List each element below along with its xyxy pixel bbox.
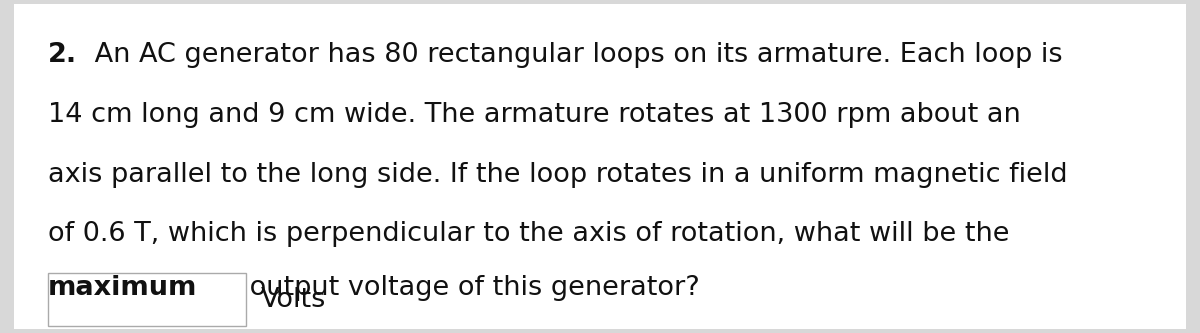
Text: maximum: maximum (48, 275, 197, 301)
Text: of 0.6 T, which is perpendicular to the axis of rotation, what will be the: of 0.6 T, which is perpendicular to the … (48, 221, 1009, 247)
Text: 14 cm long and 9 cm wide. The armature rotates at 1300 rpm about an: 14 cm long and 9 cm wide. The armature r… (48, 102, 1021, 128)
Text: An AC generator has 80 rectangular loops on its armature. Each loop is: An AC generator has 80 rectangular loops… (85, 42, 1062, 68)
Text: Volts: Volts (260, 287, 325, 313)
Text: axis parallel to the long side. If the loop rotates in a uniform magnetic field: axis parallel to the long side. If the l… (48, 162, 1068, 187)
Text: 2.: 2. (48, 42, 77, 68)
Text: output voltage of this generator?: output voltage of this generator? (241, 275, 700, 301)
FancyBboxPatch shape (48, 273, 246, 326)
